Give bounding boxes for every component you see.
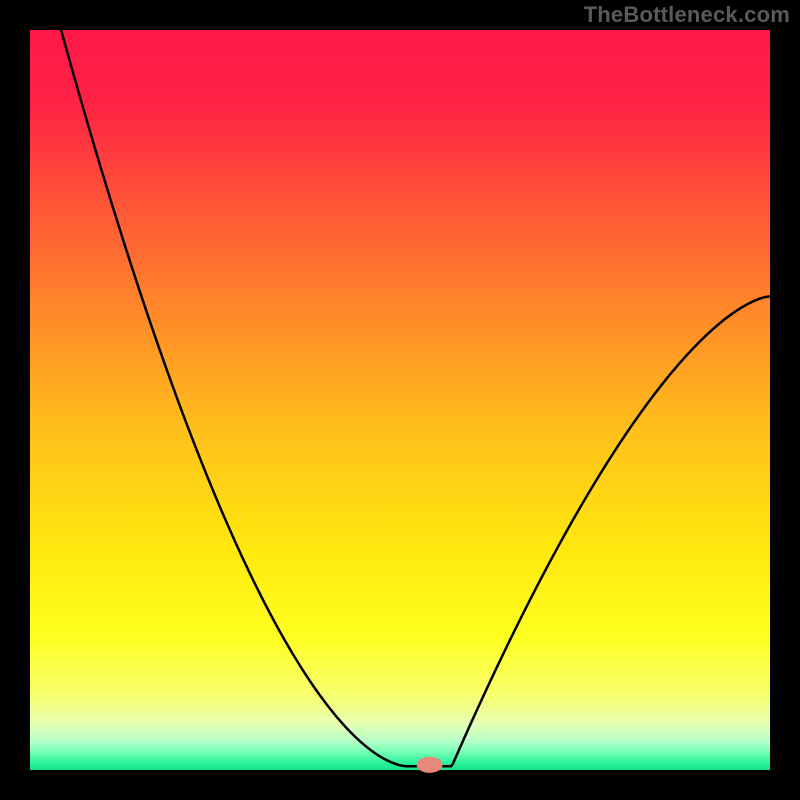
gradient-background bbox=[30, 30, 770, 770]
watermark-text: TheBottleneck.com bbox=[584, 2, 790, 28]
optimal-marker bbox=[417, 757, 443, 773]
bottleneck-chart bbox=[0, 0, 800, 800]
chart-canvas: TheBottleneck.com bbox=[0, 0, 800, 800]
